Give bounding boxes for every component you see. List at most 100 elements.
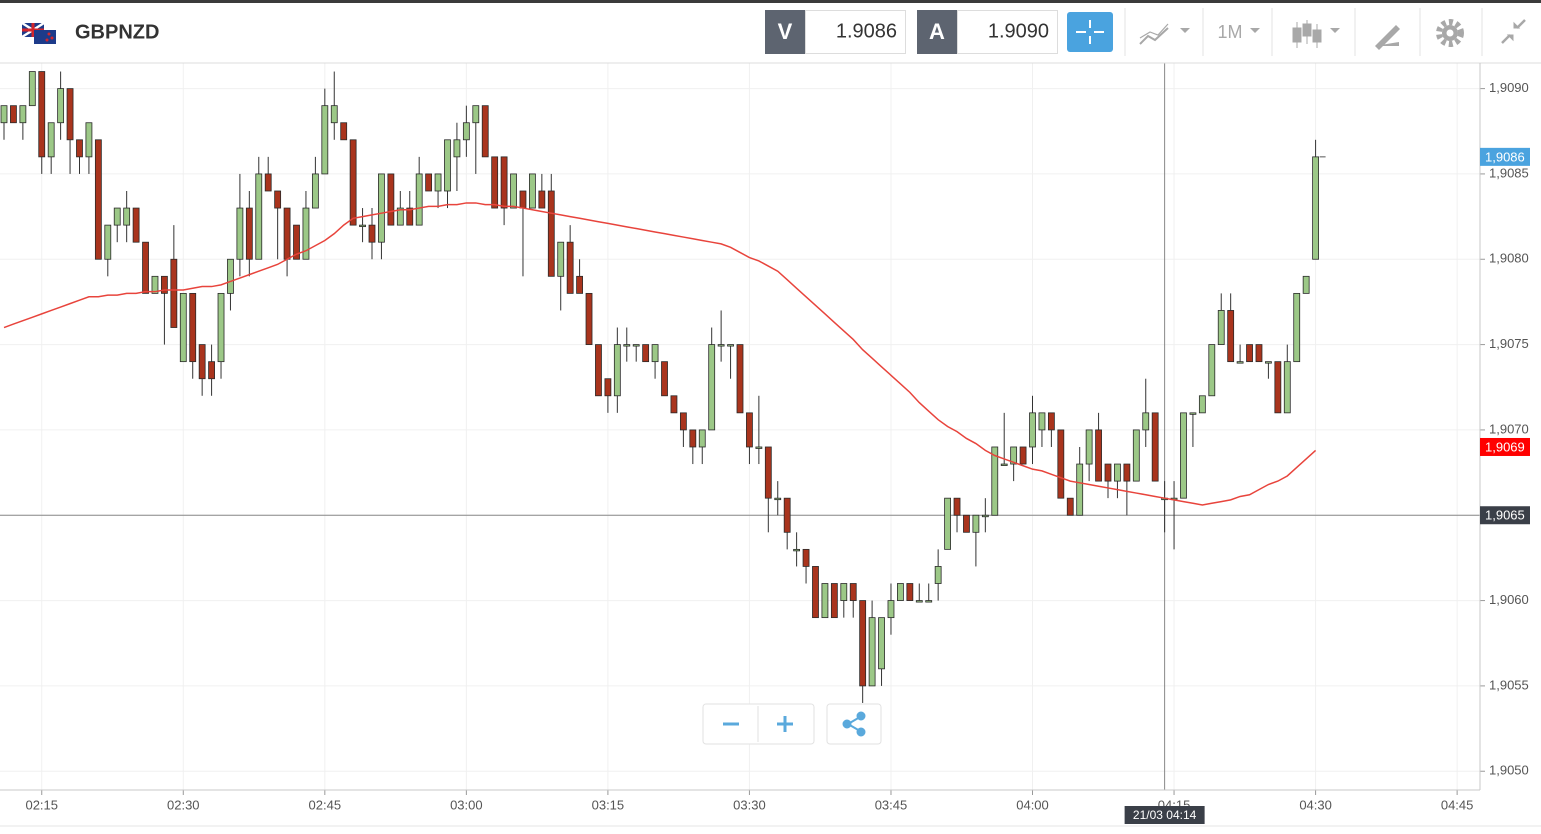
candle-body xyxy=(1019,446,1027,465)
candle-body xyxy=(1198,395,1206,414)
sell-price[interactable]: 1.9086 xyxy=(836,20,897,42)
x-tick-label: 02:30 xyxy=(167,797,200,812)
y-tick-label: 1,9080 xyxy=(1489,251,1529,266)
share-icon[interactable] xyxy=(842,711,866,737)
dropdown-caret[interactable] xyxy=(1250,28,1260,33)
candle-body xyxy=(632,344,640,347)
candle-body xyxy=(330,105,338,124)
candle-body xyxy=(189,292,197,363)
candle-body xyxy=(217,292,225,363)
buy-price[interactable]: 1.9090 xyxy=(988,20,1049,42)
candle-body xyxy=(293,224,300,260)
candle-body xyxy=(1142,412,1150,431)
candle-body xyxy=(151,275,159,294)
candle-body xyxy=(736,344,744,414)
candle-body xyxy=(1132,429,1140,482)
candle-body xyxy=(746,412,753,448)
timeframe[interactable]: 1M xyxy=(1217,22,1242,42)
candle-body xyxy=(538,190,546,209)
sell-label[interactable]: V xyxy=(778,19,793,44)
candle-body xyxy=(679,412,687,431)
chart-type-icon[interactable] xyxy=(1139,23,1169,45)
candle-style-icon[interactable] xyxy=(1292,20,1322,48)
top-bar xyxy=(0,0,1541,3)
candle-body xyxy=(1123,463,1131,482)
buy-button[interactable] xyxy=(917,10,957,54)
settings-icon[interactable] xyxy=(1436,19,1464,47)
zoom-in[interactable] xyxy=(777,716,793,732)
candle-body xyxy=(849,583,857,601)
candle-body xyxy=(0,105,8,124)
x-tick-label: 03:45 xyxy=(875,797,908,812)
candle-body xyxy=(821,583,829,619)
candle-body xyxy=(764,446,772,499)
candle-body xyxy=(47,122,55,158)
candle-body xyxy=(349,139,357,226)
candle-body xyxy=(1274,361,1282,414)
candle-body xyxy=(510,173,517,209)
collapse-icon[interactable] xyxy=(1501,19,1526,44)
candle-body xyxy=(604,378,612,397)
candle-body xyxy=(1151,412,1159,482)
candle-body xyxy=(264,173,272,192)
candle-body xyxy=(415,173,423,226)
x-tick-label: 03:00 xyxy=(450,797,483,812)
candle-body xyxy=(453,139,461,158)
candle-body xyxy=(727,344,734,347)
buy-label[interactable]: A xyxy=(929,19,945,44)
candle-body xyxy=(651,344,659,363)
x-tick-label: 04:45 xyxy=(1441,797,1474,812)
candle-body xyxy=(1312,156,1319,260)
candle-body xyxy=(793,548,801,552)
dropdown-caret[interactable] xyxy=(1330,28,1340,33)
candle-body xyxy=(274,190,282,209)
candle-body xyxy=(142,241,149,294)
candle-body xyxy=(19,105,27,124)
candle-body xyxy=(396,207,404,226)
x-tick-label: 03:30 xyxy=(733,797,766,812)
candle-body xyxy=(623,344,631,347)
candle-body xyxy=(585,292,593,345)
candle-body xyxy=(755,446,763,449)
sell-price-box[interactable] xyxy=(805,10,906,54)
candle-body xyxy=(123,207,131,226)
candle-body xyxy=(557,241,565,277)
candle-body xyxy=(1189,412,1197,415)
candle-body xyxy=(321,105,329,175)
candle-body xyxy=(840,583,848,601)
dropdown-caret[interactable] xyxy=(1180,28,1190,33)
candle-body xyxy=(661,361,668,397)
candle-body xyxy=(1217,310,1225,345)
price-tag xyxy=(1480,147,1530,166)
candle-body xyxy=(1066,497,1074,516)
candle-body xyxy=(387,173,395,226)
crosshair-button[interactable] xyxy=(1067,12,1113,52)
x-axis: 02:15 02:30 02:45 03:00 03:15 03:30 03:45 04:00… xyxy=(25,790,1473,812)
candle-body xyxy=(1265,361,1272,364)
y-tick-label: 1,9090 xyxy=(1489,80,1529,95)
share-button[interactable] xyxy=(826,703,882,745)
toolbar-separators xyxy=(1124,8,1483,56)
candle-body xyxy=(444,139,451,192)
candle-body xyxy=(491,156,499,209)
flag-icon xyxy=(21,21,56,44)
candle-body xyxy=(689,429,697,448)
candle-body xyxy=(368,224,376,243)
candle-body xyxy=(1246,344,1253,363)
candle-body xyxy=(340,122,348,141)
sell-button[interactable] xyxy=(765,10,805,54)
candle-body xyxy=(1047,412,1055,431)
candle-body xyxy=(434,173,442,192)
candle-body xyxy=(812,566,819,619)
candle-body xyxy=(359,224,366,228)
symbol: GBPNZD xyxy=(75,21,159,43)
candle-body xyxy=(670,395,678,414)
candle-body xyxy=(1180,412,1187,499)
candle-body xyxy=(774,497,782,501)
draw-tool-icon[interactable] xyxy=(1375,25,1400,50)
candle-body xyxy=(972,514,980,533)
buy-price-box[interactable] xyxy=(957,10,1058,54)
price-tag-label: 1,9086 xyxy=(1485,149,1525,164)
